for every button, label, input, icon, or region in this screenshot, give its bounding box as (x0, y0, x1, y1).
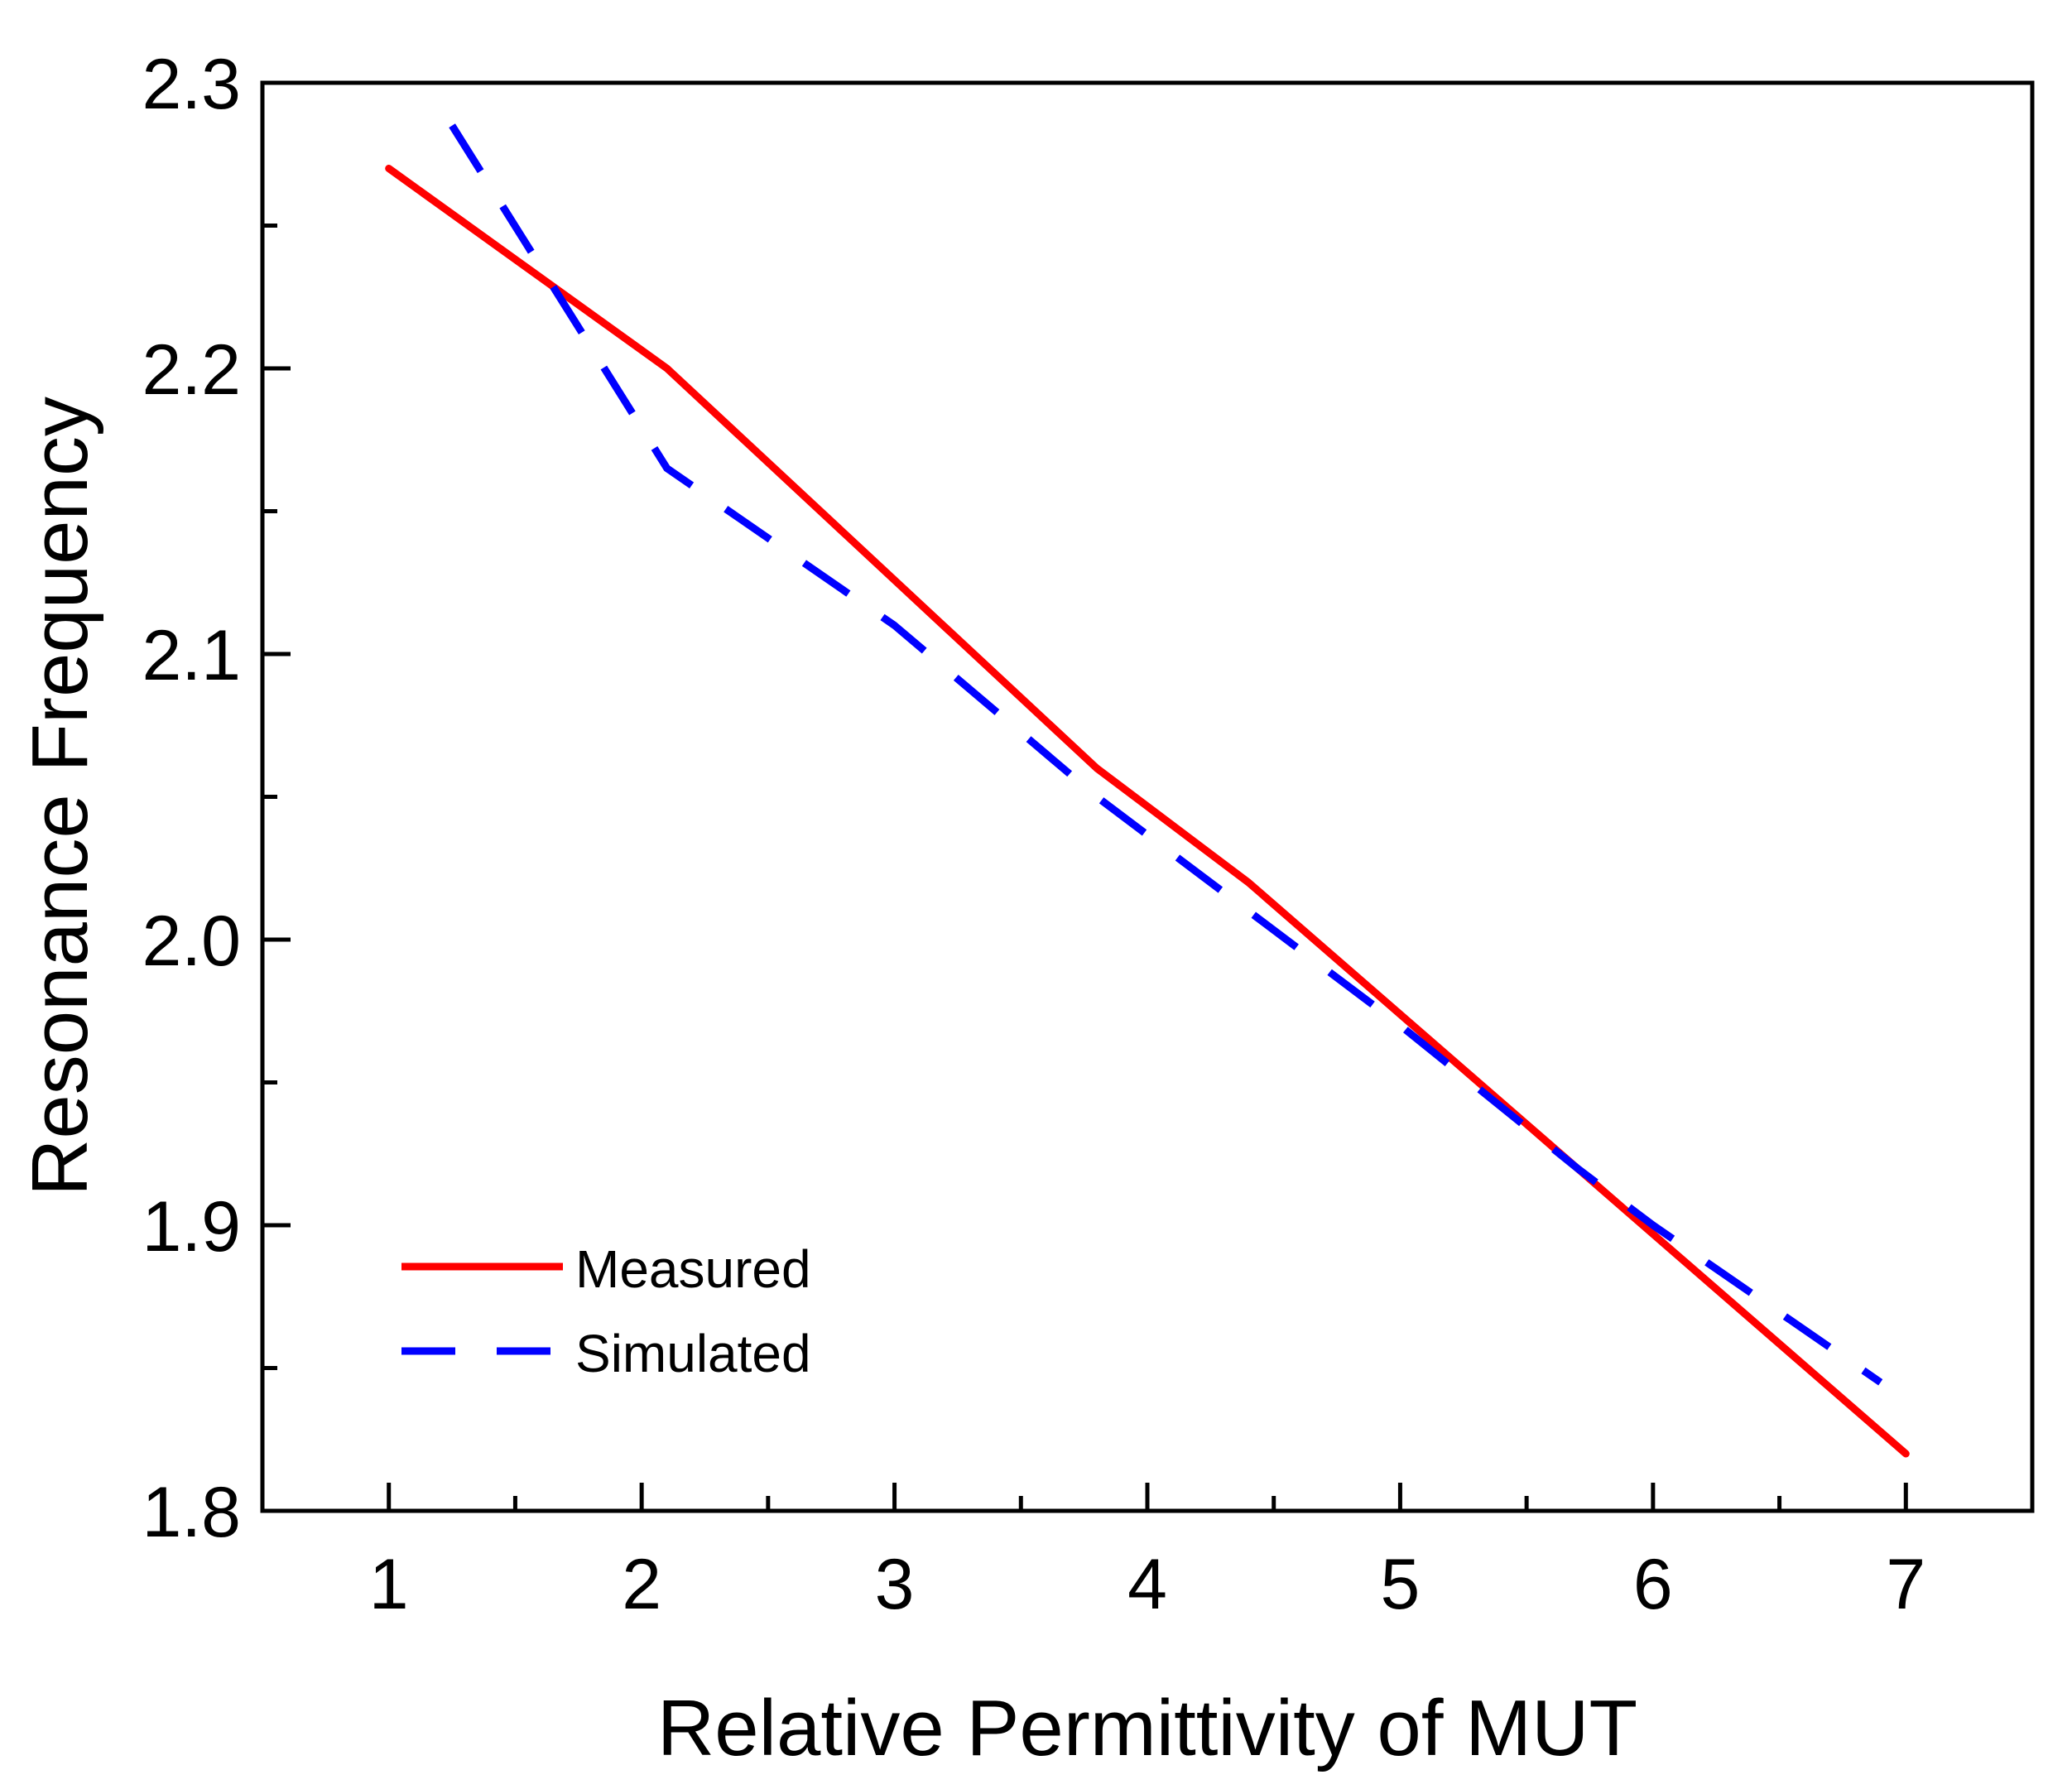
y-tick-label: 2.0 (142, 902, 241, 981)
series-layer (385, 123, 1910, 1458)
legend-label-simulated: Simulated (575, 1324, 811, 1383)
x-tick-label: 6 (1633, 1545, 1673, 1624)
legend: Measured Simulated (401, 1239, 811, 1383)
series-line-simulated (449, 123, 1883, 1386)
x-tick-label: 4 (1127, 1545, 1167, 1624)
x-tick-label: 2 (622, 1545, 661, 1624)
y-tick-label: 2.3 (142, 45, 241, 124)
ticks-layer: 1 2 3 4 5 6 7 1.8 1.9 2.0 2.1 2.2 2.3 (142, 45, 1925, 1624)
y-axis-title: Resonance Frequency (16, 397, 104, 1196)
x-tick-label: 3 (875, 1545, 915, 1624)
series-line-measured (385, 165, 1910, 1458)
y-tick-label: 1.9 (142, 1187, 241, 1267)
plot-frame (260, 80, 2035, 1513)
legend-label-measured: Measured (575, 1239, 811, 1299)
y-tick-label: 2.1 (142, 616, 241, 695)
x-tick-label: 1 (369, 1545, 409, 1624)
y-tick-label: 1.8 (142, 1473, 241, 1552)
x-tick-label: 5 (1381, 1545, 1421, 1624)
y-tick-label: 2.2 (142, 330, 241, 410)
x-tick-label: 7 (1886, 1545, 1925, 1624)
x-axis-title: Relative Permittivity of MUT (657, 1684, 1637, 1772)
